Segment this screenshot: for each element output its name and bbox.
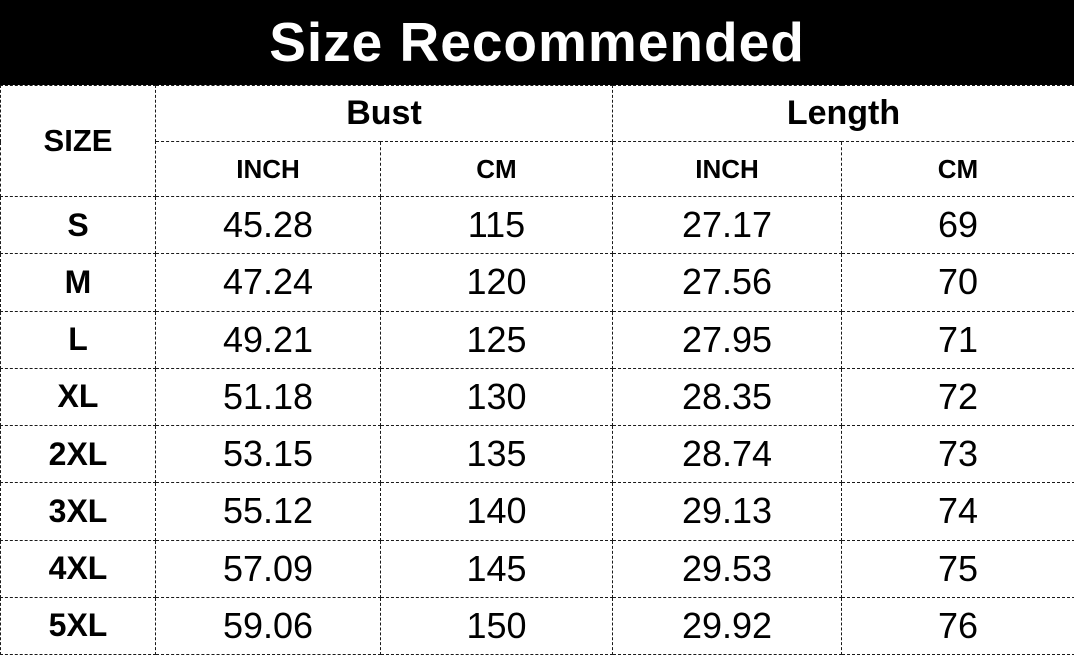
cell-length-cm: 71 [841,310,1074,369]
cell-length-inch: 27.95 [612,310,842,369]
table-row: M 47.24 120 27.56 70 [0,253,1074,312]
cell-bust-cm: 130 [380,367,613,427]
col-header-bust-inch: INCH [155,141,381,197]
cell-size: L [0,310,156,369]
cell-bust-cm: 135 [380,424,613,484]
cell-length-cm: 70 [841,253,1074,312]
cell-length-cm: 69 [841,195,1074,255]
cell-length-inch: 27.56 [612,253,842,312]
table-row: S 45.28 115 27.17 69 [0,195,1074,255]
cell-length-inch: 27.17 [612,195,842,255]
title-bar: Size Recommended [0,0,1074,85]
table-row: 3XL 55.12 140 29.13 74 [0,482,1074,541]
cell-bust-cm: 125 [380,310,613,369]
cell-bust-inch: 53.15 [155,424,381,484]
size-table: SIZE Bust Length INCH CM INCH CM S 45.28… [0,85,1074,655]
cell-bust-inch: 45.28 [155,195,381,255]
table-row: 2XL 53.15 135 28.74 73 [0,424,1074,484]
cell-bust-inch: 57.09 [155,539,381,598]
cell-bust-inch: 55.12 [155,482,381,541]
cell-bust-cm: 120 [380,253,613,312]
col-header-length-inch: INCH [612,141,842,197]
col-header-bust-cm: CM [380,141,613,197]
col-header-size: SIZE [0,85,156,197]
table-row: 4XL 57.09 145 29.53 75 [0,539,1074,598]
cell-size: XL [0,367,156,427]
cell-size: M [0,253,156,312]
cell-length-inch: 29.13 [612,482,842,541]
cell-size: 5XL [0,596,156,655]
col-header-length: Length [612,85,1074,142]
cell-bust-cm: 150 [380,596,613,655]
cell-bust-inch: 47.24 [155,253,381,312]
cell-bust-inch: 51.18 [155,367,381,427]
cell-size: 2XL [0,424,156,484]
cell-length-cm: 74 [841,482,1074,541]
cell-length-inch: 29.92 [612,596,842,655]
cell-bust-cm: 145 [380,539,613,598]
table-row: L 49.21 125 27.95 71 [0,310,1074,369]
page-title: Size Recommended [269,11,805,73]
cell-length-cm: 72 [841,367,1074,427]
col-header-bust: Bust [155,85,613,142]
table-row: XL 51.18 130 28.35 72 [0,367,1074,427]
cell-length-inch: 28.74 [612,424,842,484]
cell-size: 4XL [0,539,156,598]
cell-length-cm: 73 [841,424,1074,484]
cell-bust-cm: 140 [380,482,613,541]
table-header-group-row: SIZE Bust Length [0,85,1074,197]
cell-bust-inch: 49.21 [155,310,381,369]
cell-length-cm: 75 [841,539,1074,598]
cell-bust-inch: 59.06 [155,596,381,655]
cell-length-cm: 76 [841,596,1074,655]
cell-size: 3XL [0,482,156,541]
cell-size: S [0,195,156,255]
table-row: 5XL 59.06 150 29.92 76 [0,596,1074,655]
col-header-length-cm: CM [841,141,1074,197]
cell-length-inch: 29.53 [612,539,842,598]
cell-bust-cm: 115 [380,195,613,255]
table-header-unit-row: INCH CM INCH CM [1,141,1074,197]
cell-length-inch: 28.35 [612,367,842,427]
